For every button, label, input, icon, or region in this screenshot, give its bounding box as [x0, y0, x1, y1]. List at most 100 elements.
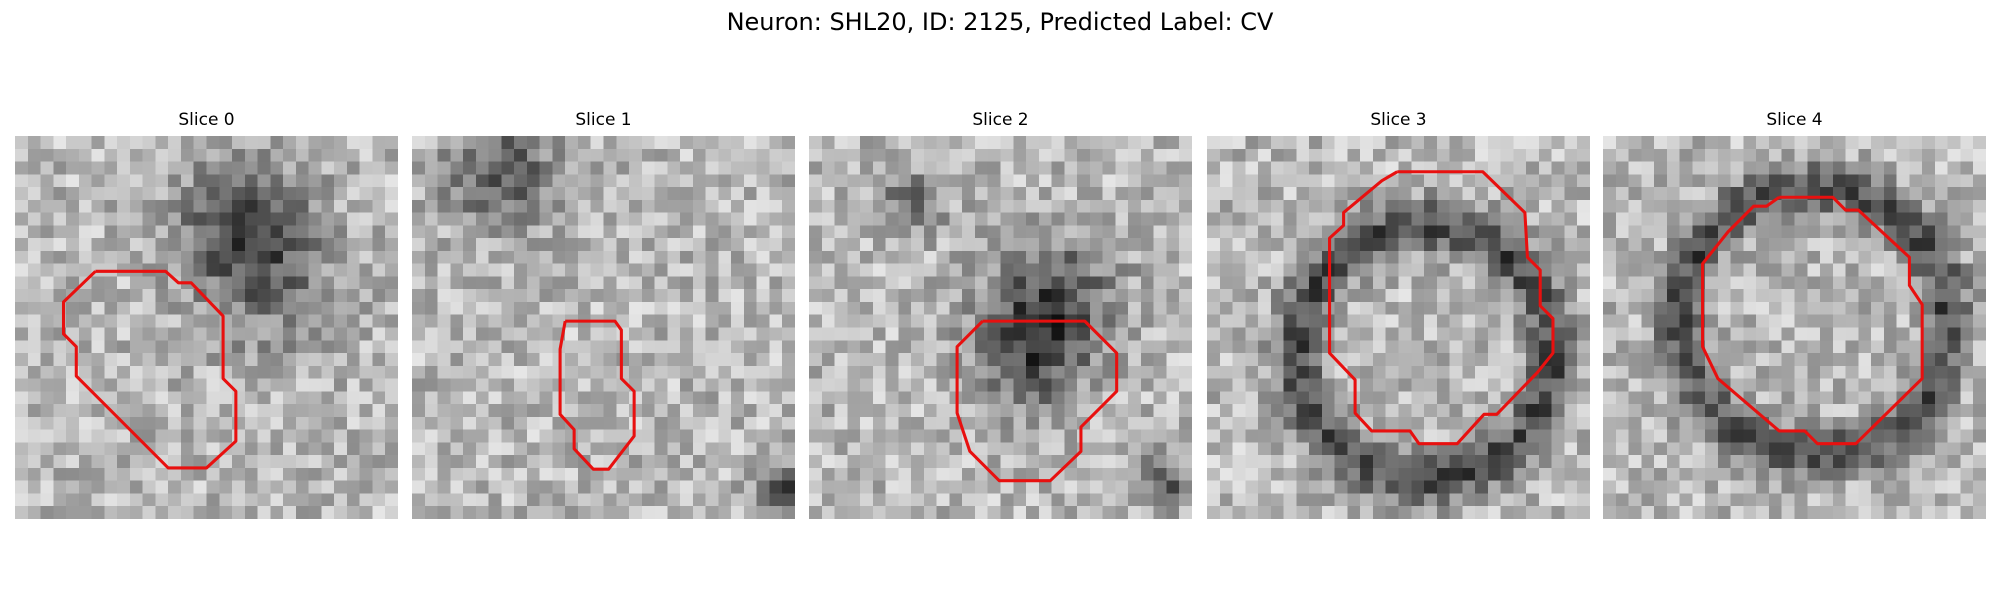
pixel	[180, 263, 194, 277]
pixel	[731, 327, 745, 341]
pixel	[692, 276, 706, 290]
pixel	[1692, 212, 1706, 226]
pixel	[1628, 378, 1642, 392]
pixel	[232, 148, 246, 162]
pixel	[424, 161, 438, 175]
pixel	[590, 416, 604, 430]
pixel	[1628, 174, 1642, 188]
pixel	[1820, 416, 1834, 430]
pixel	[565, 467, 579, 481]
pixel	[53, 238, 67, 252]
pixel	[501, 276, 515, 290]
pixel	[1166, 161, 1180, 175]
pixel	[1462, 391, 1476, 405]
pixel	[1717, 442, 1731, 456]
pixel	[1807, 429, 1821, 443]
pixel	[488, 365, 502, 379]
pixel	[565, 327, 579, 341]
pixel	[1166, 327, 1180, 341]
pixel	[847, 391, 861, 405]
pixel	[911, 174, 925, 188]
pixel	[475, 442, 489, 456]
pixel	[232, 416, 246, 430]
pixel	[155, 340, 169, 354]
pixel	[501, 493, 515, 507]
pixel	[1730, 212, 1744, 226]
pixel	[1922, 289, 1936, 303]
pixel	[1232, 467, 1246, 481]
pixel	[1845, 250, 1859, 264]
pixel	[885, 225, 899, 239]
pixel	[1424, 263, 1438, 277]
pixel	[1845, 442, 1859, 456]
pixel	[1051, 429, 1065, 443]
pixel	[1089, 238, 1103, 252]
pixel	[962, 250, 976, 264]
pixel	[40, 480, 54, 494]
pixel	[809, 238, 823, 252]
pixel	[1654, 416, 1668, 430]
pixel	[1102, 263, 1116, 277]
pixel	[718, 467, 732, 481]
pixel	[1794, 353, 1808, 367]
pixel	[641, 429, 655, 443]
pixel	[705, 480, 719, 494]
pixel	[1424, 199, 1438, 213]
pixel	[1038, 429, 1052, 443]
pixel	[1551, 263, 1565, 277]
pixel	[232, 404, 246, 418]
pixel	[372, 480, 386, 494]
pixel	[1140, 391, 1154, 405]
pixel	[962, 238, 976, 252]
pixel	[1334, 506, 1348, 519]
pixel	[1411, 442, 1425, 456]
pixel	[1654, 365, 1668, 379]
pixel	[1756, 161, 1770, 175]
pixel	[1102, 416, 1116, 430]
pixel	[821, 429, 835, 443]
pixel	[346, 429, 360, 443]
pixel	[641, 187, 655, 201]
pixel	[526, 506, 540, 519]
pixel	[1794, 327, 1808, 341]
pixel	[1258, 365, 1272, 379]
pixel	[1334, 480, 1348, 494]
pixel	[1385, 365, 1399, 379]
pixel	[987, 378, 1001, 392]
pixel	[1296, 136, 1310, 150]
pixel	[219, 263, 233, 277]
pixel	[1372, 238, 1386, 252]
pixel	[1820, 174, 1834, 188]
pixel	[270, 174, 284, 188]
pixel	[809, 416, 823, 430]
pixel	[680, 455, 694, 469]
pixel	[244, 480, 258, 494]
pixel	[616, 506, 630, 519]
pixel	[834, 493, 848, 507]
pixel	[590, 340, 604, 354]
pixel	[295, 263, 309, 277]
pixel	[1398, 225, 1412, 239]
pixel	[117, 199, 131, 213]
pixel	[667, 238, 681, 252]
pixel	[1500, 174, 1514, 188]
pixel	[1153, 480, 1167, 494]
pixel	[1947, 327, 1961, 341]
pixel	[1064, 480, 1078, 494]
pixel	[1768, 493, 1782, 507]
pixel	[334, 174, 348, 188]
pixel	[974, 404, 988, 418]
pixel	[1128, 378, 1142, 392]
pixel	[1871, 340, 1885, 354]
pixel	[1115, 301, 1129, 315]
pixel	[142, 314, 156, 328]
pixel	[1807, 212, 1821, 226]
pixel	[129, 225, 143, 239]
pixel	[1705, 161, 1719, 175]
pixel	[1743, 263, 1757, 277]
pixel	[1883, 493, 1897, 507]
pixel	[1615, 276, 1629, 290]
pixel	[1603, 276, 1617, 290]
pixel	[1845, 455, 1859, 469]
pixel	[834, 174, 848, 188]
